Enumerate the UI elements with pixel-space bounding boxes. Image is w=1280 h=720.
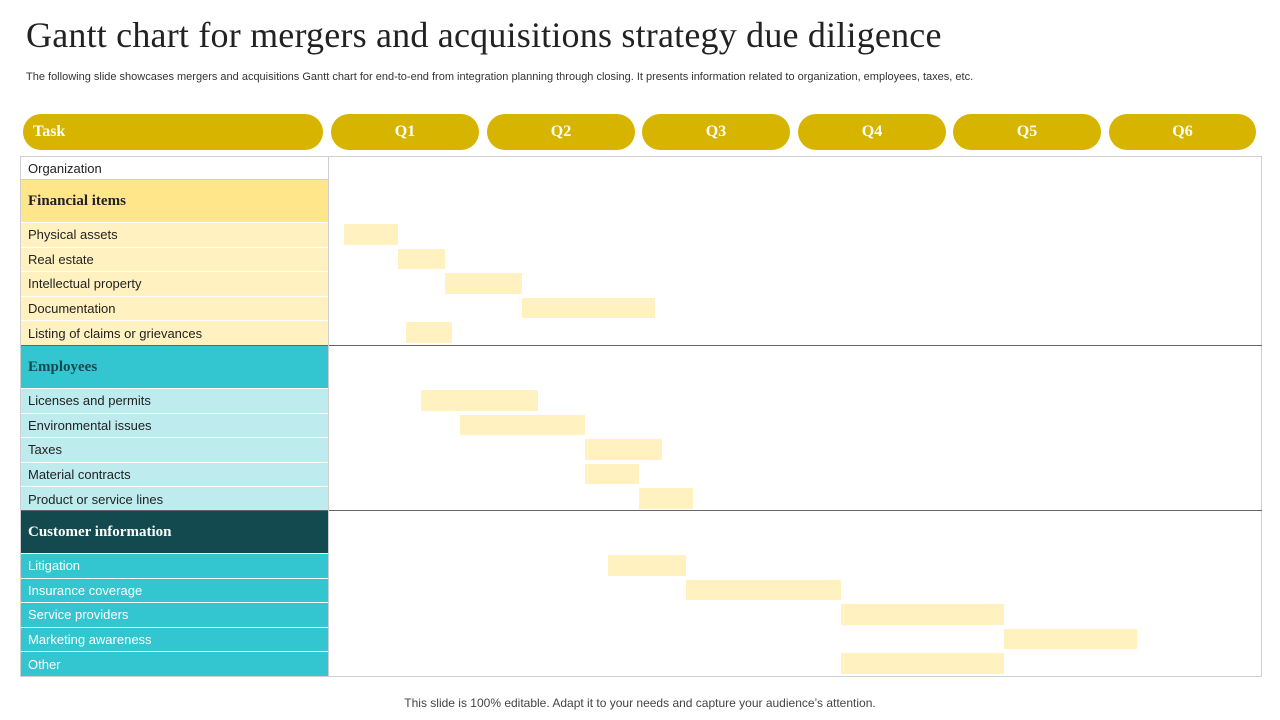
gantt-bar xyxy=(1004,628,1137,650)
slide-subtitle: The following slide showcases mergers an… xyxy=(26,71,974,83)
gantt-bar xyxy=(405,322,453,343)
organization-label: Organization xyxy=(21,157,328,180)
row-separator xyxy=(21,437,328,439)
task-label: Product or service lines xyxy=(21,487,328,511)
group-header-customer-information: Customer information xyxy=(21,511,328,554)
gantt-bar xyxy=(841,653,1005,674)
group-header-financial-items: Financial items xyxy=(21,180,328,223)
gantt-bar xyxy=(841,604,1005,625)
task-label: Material contracts xyxy=(21,462,328,487)
row-separator xyxy=(21,626,328,628)
task-label: Environmental issues xyxy=(21,413,328,438)
gantt-bar xyxy=(607,555,686,576)
row-separator xyxy=(21,271,328,273)
gantt-bar xyxy=(460,414,585,436)
slide-footer: This slide is 100% editable. Adapt it to… xyxy=(404,696,876,710)
row-separator xyxy=(21,295,328,297)
quarter-header-q5: Q5 xyxy=(953,114,1101,150)
row-separator xyxy=(21,486,328,488)
task-label: Service providers xyxy=(21,603,328,627)
task-header-pill: Task xyxy=(23,114,323,150)
gantt-bar xyxy=(343,224,398,245)
slide-title: Gantt chart for mergers and acquisitions… xyxy=(26,15,942,55)
group-divider xyxy=(21,510,1262,511)
gantt-bar xyxy=(522,297,655,319)
task-label: Physical assets xyxy=(21,223,328,247)
task-label: Documentation xyxy=(21,296,328,321)
gantt-bar xyxy=(444,273,523,294)
row-separator xyxy=(21,412,328,414)
quarter-header-q1: Q1 xyxy=(331,114,479,150)
task-label: Taxes xyxy=(21,438,328,462)
row-separator xyxy=(21,577,328,579)
row-separator xyxy=(21,320,328,322)
group-divider xyxy=(21,345,1262,346)
row-separator xyxy=(21,388,328,389)
quarter-header-q6: Q6 xyxy=(1109,114,1256,150)
gantt-bar xyxy=(685,579,842,601)
quarter-header-q3: Q3 xyxy=(642,114,790,150)
group-header-employees: Employees xyxy=(21,346,328,389)
task-label: Insurance coverage xyxy=(21,578,328,603)
gantt-bar xyxy=(421,390,538,411)
task-label: Intellectual property xyxy=(21,272,328,296)
row-separator xyxy=(21,602,328,604)
row-separator xyxy=(21,246,328,248)
gantt-bar xyxy=(398,248,445,270)
quarter-header-q4: Q4 xyxy=(798,114,946,150)
row-separator xyxy=(21,553,328,554)
quarter-header-q2: Q2 xyxy=(487,114,635,150)
gantt-frame xyxy=(20,156,1262,677)
gantt-bar xyxy=(584,439,663,460)
gantt-bar xyxy=(639,488,694,509)
task-column-divider xyxy=(328,157,329,676)
row-separator xyxy=(21,222,328,223)
task-label: Marketing awareness xyxy=(21,627,328,652)
task-label: Litigation xyxy=(21,554,328,578)
gantt-bar xyxy=(584,463,639,485)
task-label: Licenses and permits xyxy=(21,389,328,413)
task-label: Real estate xyxy=(21,247,328,272)
row-separator xyxy=(21,461,328,463)
task-label: Listing of claims or grievances xyxy=(21,321,328,345)
task-label: Other xyxy=(21,652,328,676)
row-separator xyxy=(21,651,328,653)
